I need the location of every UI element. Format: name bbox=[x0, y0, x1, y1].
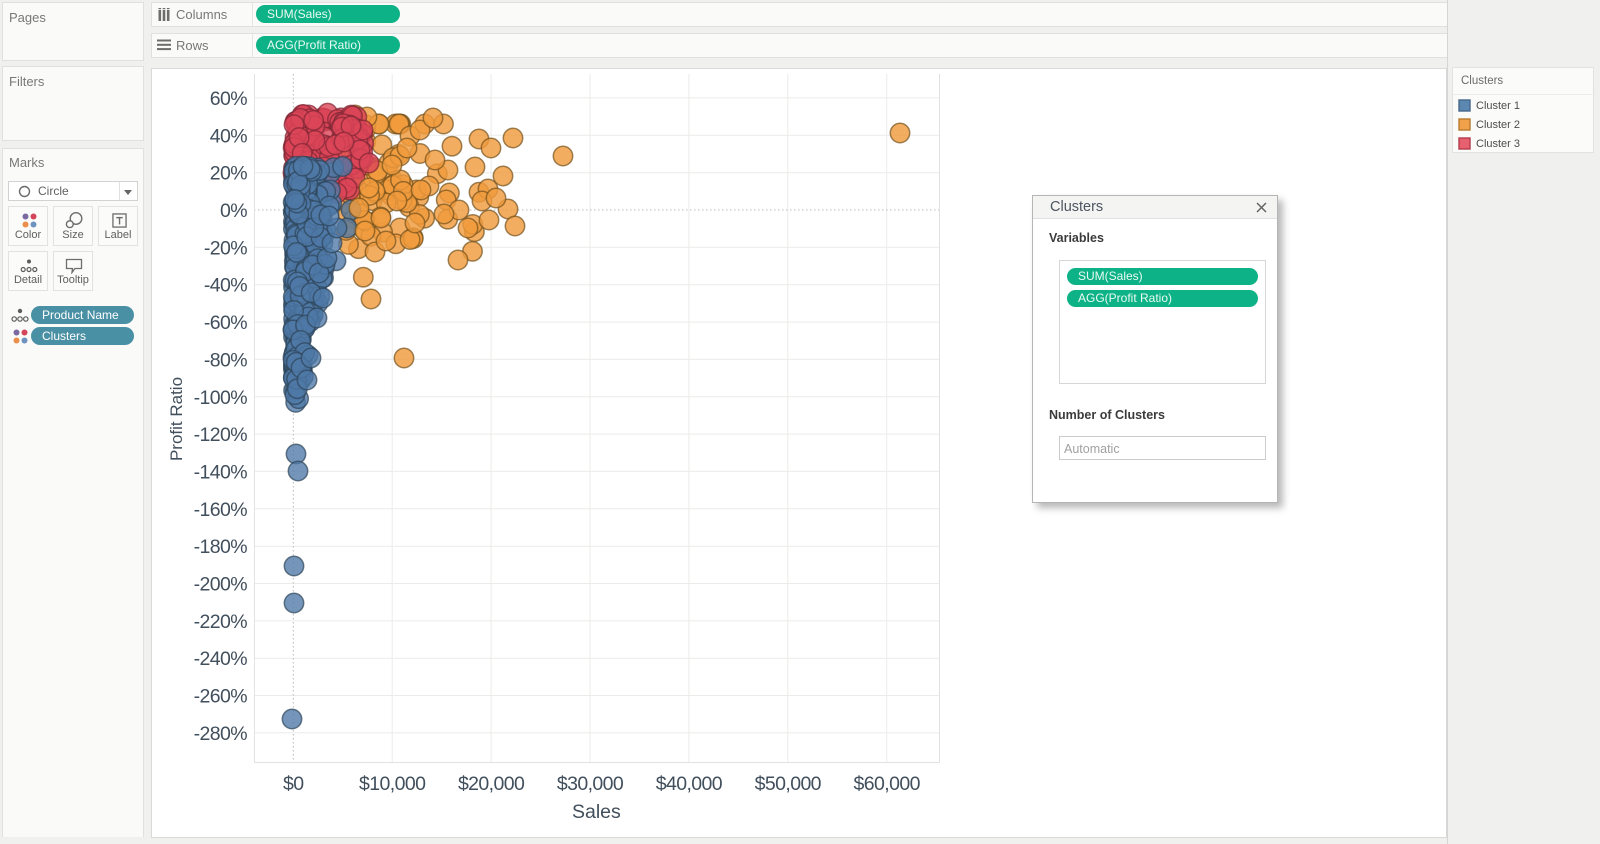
svg-text:-200%: -200% bbox=[194, 574, 248, 596]
svg-text:-280%: -280% bbox=[194, 723, 248, 745]
svg-text:-160%: -160% bbox=[194, 499, 248, 521]
svg-text:-180%: -180% bbox=[194, 536, 248, 558]
svg-text:Sales: Sales bbox=[572, 801, 621, 823]
svg-text:60%: 60% bbox=[210, 88, 247, 110]
svg-text:-240%: -240% bbox=[194, 648, 248, 670]
svg-text:$30,000: $30,000 bbox=[557, 773, 624, 795]
svg-text:-20%: -20% bbox=[204, 237, 247, 259]
svg-text:$50,000: $50,000 bbox=[755, 773, 822, 795]
svg-text:0%: 0% bbox=[220, 200, 247, 222]
svg-text:-140%: -140% bbox=[194, 461, 248, 483]
svg-text:20%: 20% bbox=[210, 163, 247, 185]
svg-text:-80%: -80% bbox=[204, 349, 247, 371]
svg-text:$60,000: $60,000 bbox=[854, 773, 921, 795]
svg-text:$0: $0 bbox=[283, 773, 304, 795]
svg-text:-60%: -60% bbox=[204, 312, 247, 334]
svg-text:$10,000: $10,000 bbox=[359, 773, 426, 795]
svg-text:$40,000: $40,000 bbox=[656, 773, 723, 795]
svg-text:-100%: -100% bbox=[194, 387, 248, 409]
svg-text:-220%: -220% bbox=[194, 611, 248, 633]
svg-text:Profit Ratio: Profit Ratio bbox=[167, 377, 186, 461]
svg-text:-260%: -260% bbox=[194, 686, 248, 708]
svg-text:$20,000: $20,000 bbox=[458, 773, 525, 795]
svg-text:-120%: -120% bbox=[194, 424, 248, 446]
svg-text:40%: 40% bbox=[210, 125, 247, 147]
svg-text:-40%: -40% bbox=[204, 275, 247, 297]
